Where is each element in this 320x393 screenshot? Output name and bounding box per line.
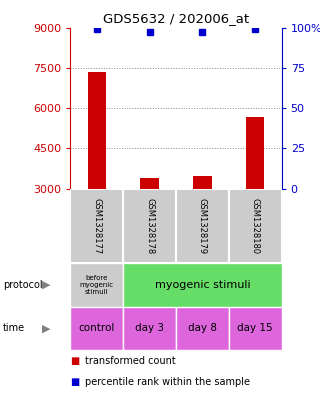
Text: percentile rank within the sample: percentile rank within the sample [85, 377, 250, 387]
Bar [229, 307, 282, 350]
Bar [123, 263, 282, 307]
Text: day 8: day 8 [188, 323, 217, 333]
Text: myogenic stimuli: myogenic stimuli [155, 280, 250, 290]
Text: GSM1328178: GSM1328178 [145, 198, 154, 254]
Text: control: control [79, 323, 115, 333]
Bar [88, 72, 106, 189]
Title: GDS5632 / 202006_at: GDS5632 / 202006_at [103, 12, 249, 25]
Bar [70, 189, 123, 263]
Text: GSM1328179: GSM1328179 [198, 198, 207, 254]
Text: day 15: day 15 [237, 323, 273, 333]
Text: ▶: ▶ [42, 280, 50, 290]
Text: time: time [3, 323, 25, 333]
Bar [70, 263, 123, 307]
Bar [229, 189, 282, 263]
Bar [246, 117, 264, 189]
Text: ▶: ▶ [42, 323, 50, 333]
Text: GSM1328177: GSM1328177 [92, 198, 101, 254]
Text: transformed count: transformed count [85, 356, 176, 365]
Bar [176, 307, 229, 350]
Bar [140, 178, 159, 189]
Text: ■: ■ [70, 356, 80, 365]
Bar [193, 176, 212, 189]
Text: protocol: protocol [3, 280, 43, 290]
Bar [70, 307, 123, 350]
Text: GSM1328180: GSM1328180 [251, 198, 260, 254]
Bar [176, 189, 229, 263]
Bar [123, 189, 176, 263]
Text: day 3: day 3 [135, 323, 164, 333]
Bar [123, 307, 176, 350]
Text: ■: ■ [70, 377, 80, 387]
Text: before
myogenic
stimuli: before myogenic stimuli [80, 275, 114, 295]
